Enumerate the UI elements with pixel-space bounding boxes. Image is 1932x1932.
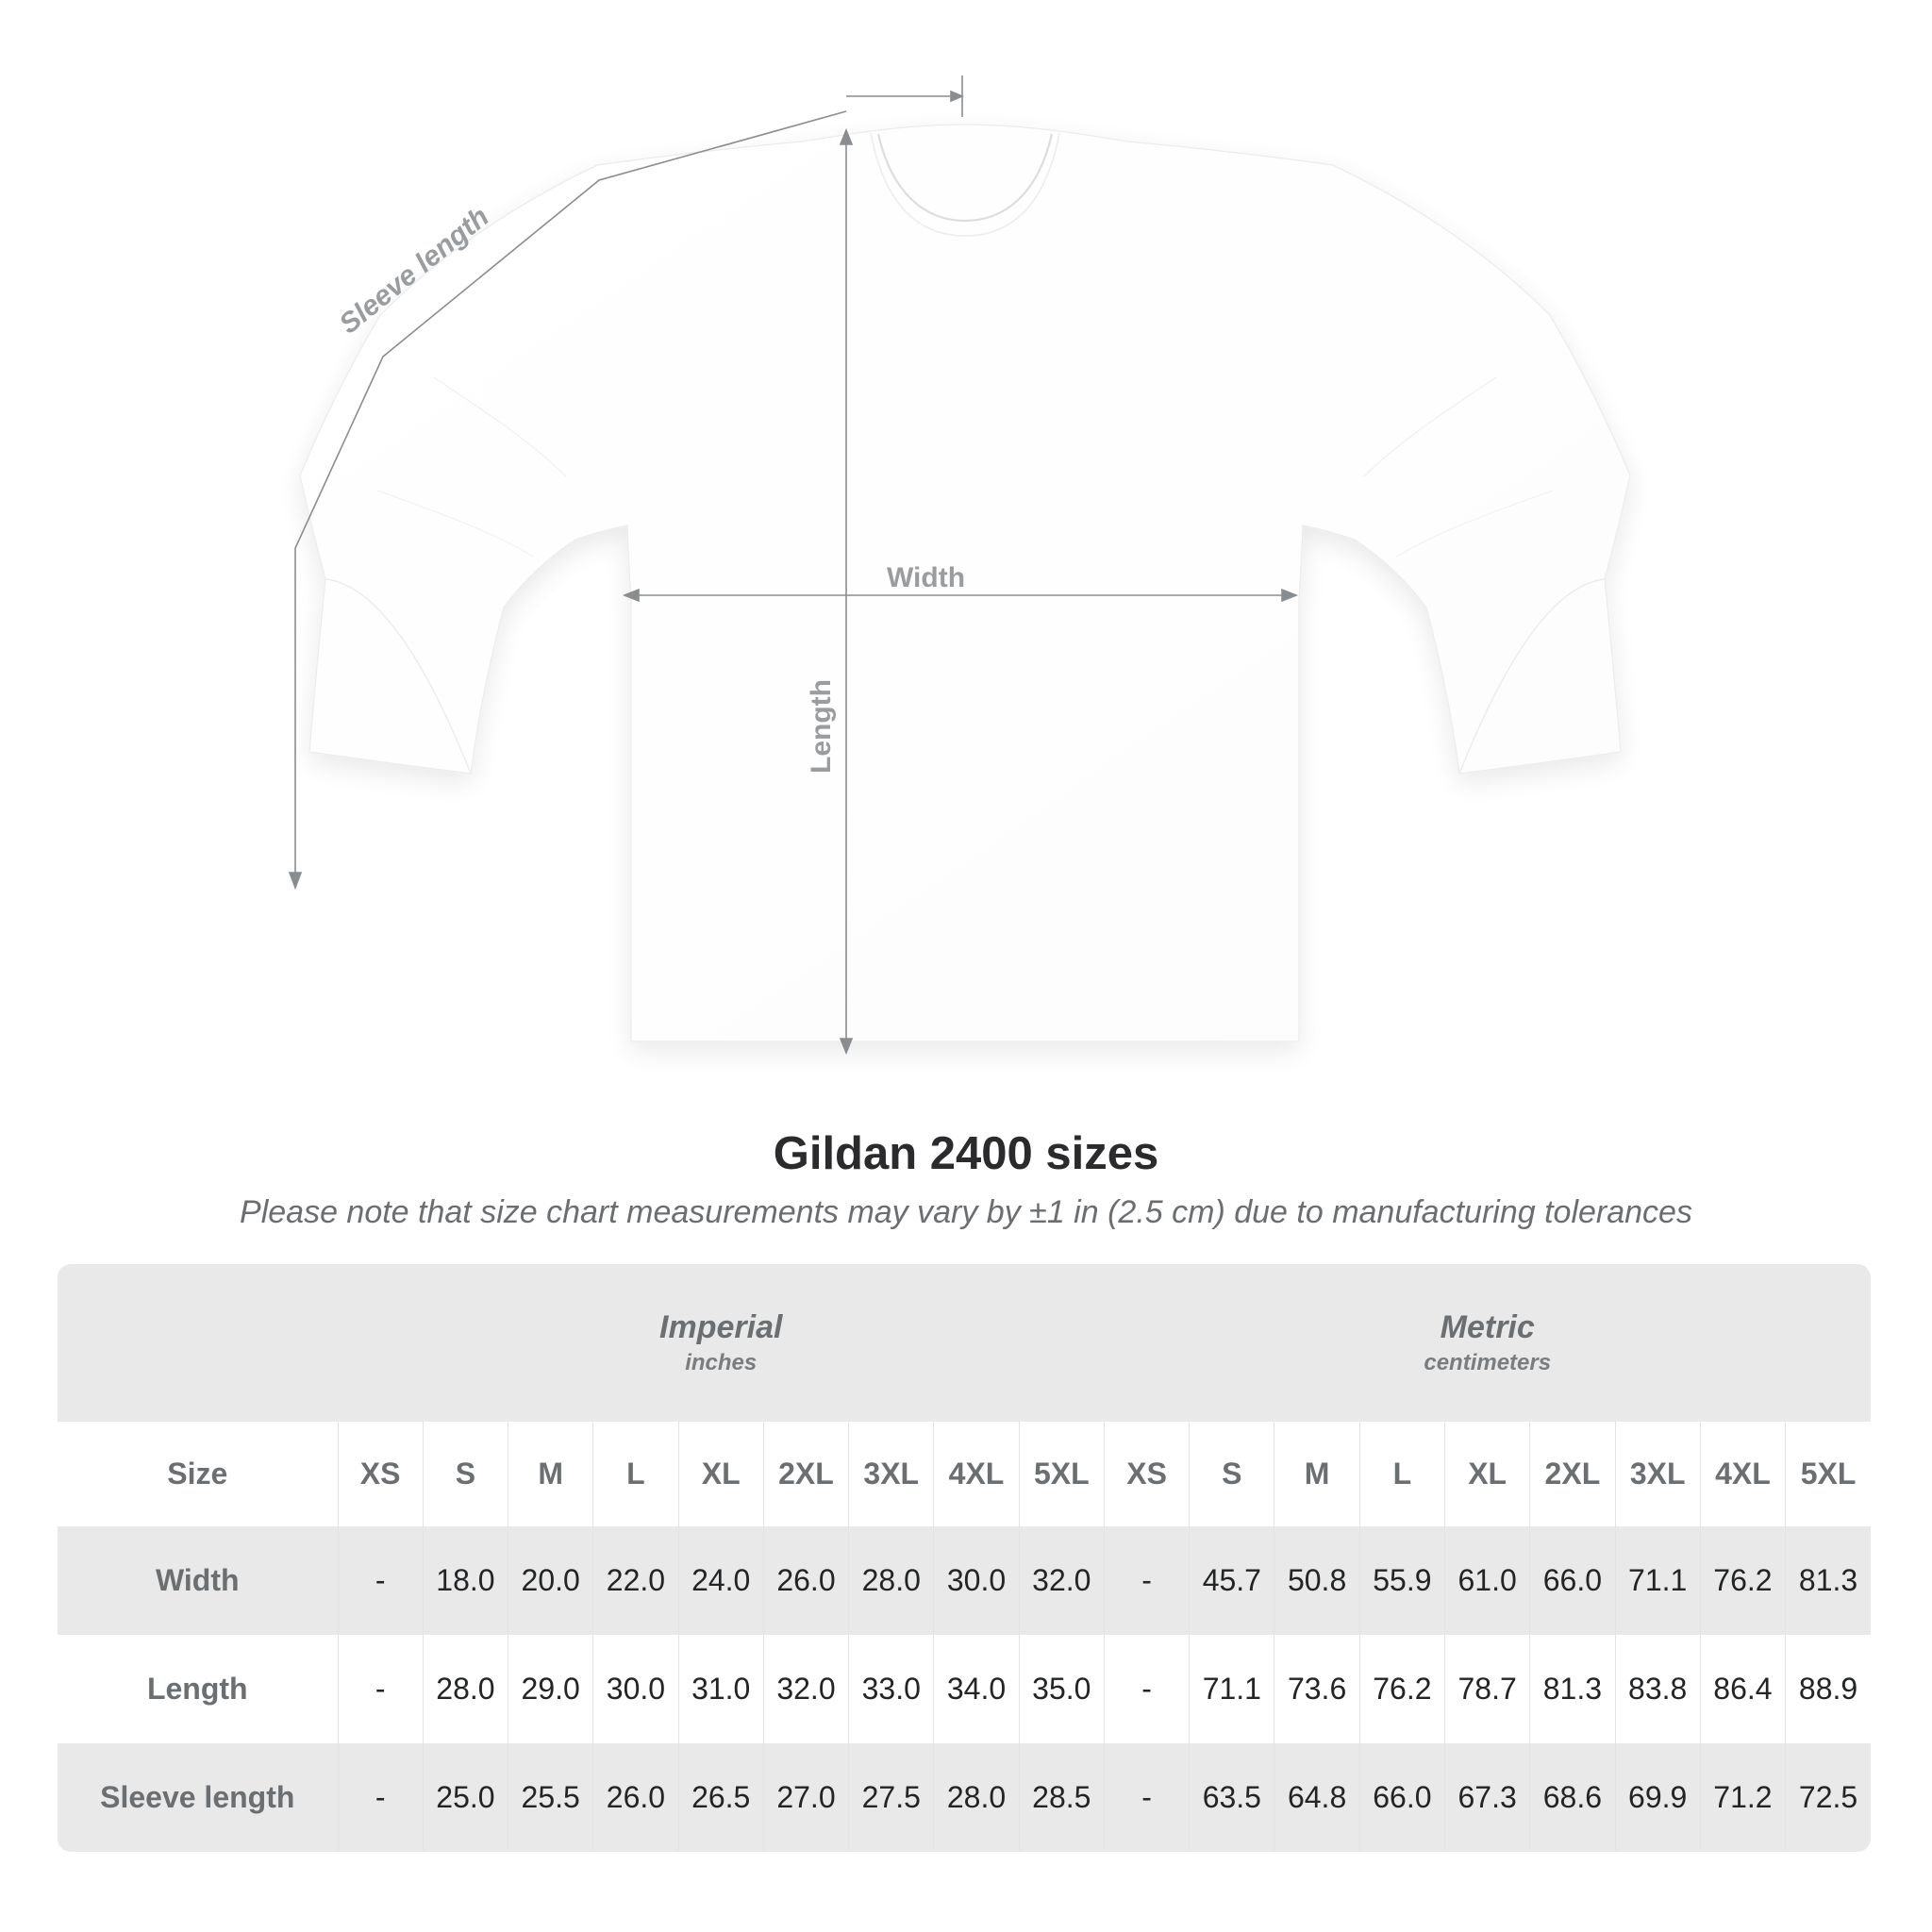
svg-text:Length: Length <box>806 679 837 774</box>
svg-text:Width: Width <box>887 562 965 593</box>
